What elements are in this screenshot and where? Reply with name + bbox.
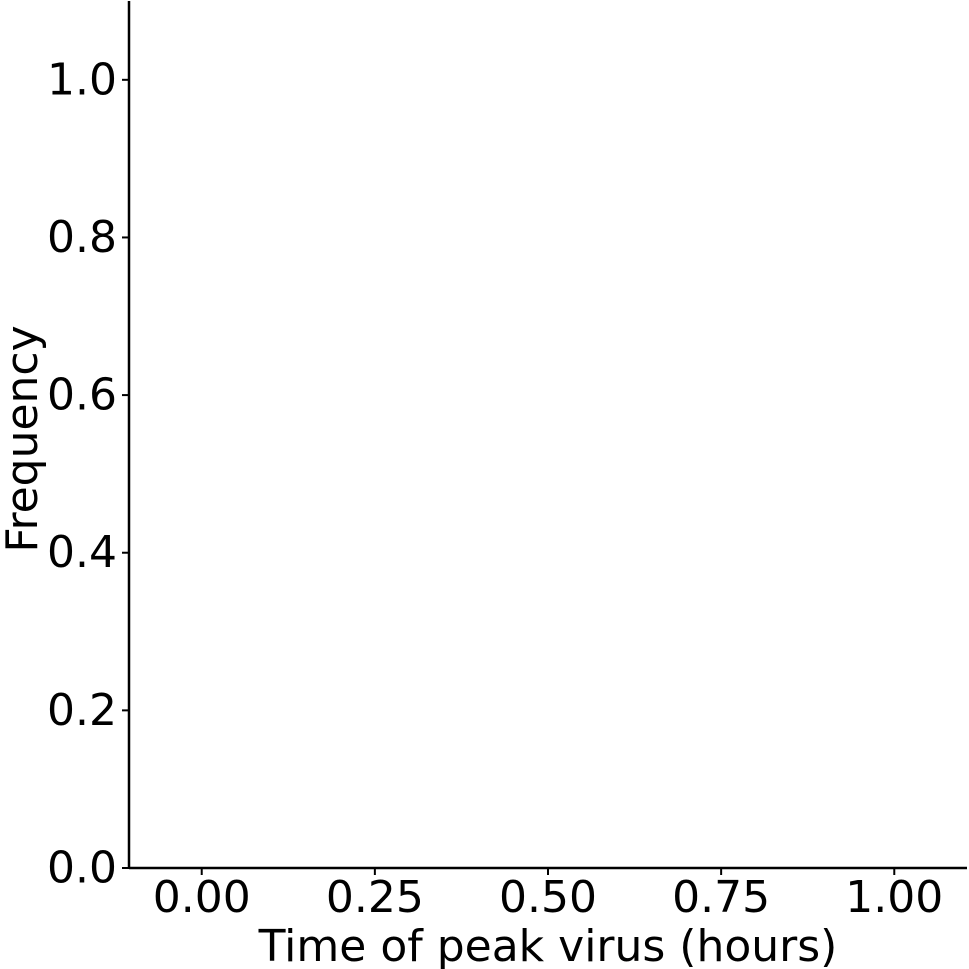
y-tick-label: 0.6 (47, 370, 117, 421)
y-axis-label: Frequency (0, 325, 48, 552)
y-axis-ticks: 0.0 0.2 0.4 0.6 0.8 1.0 (47, 54, 129, 894)
y-tick-label: 0.0 (47, 843, 117, 894)
x-tick-label: 1.00 (845, 872, 943, 923)
x-axis-ticks: 0.00 0.25 0.50 0.75 1.00 (153, 868, 943, 923)
x-tick-label: 0.25 (326, 872, 424, 923)
y-tick-label: 0.4 (47, 527, 117, 578)
x-tick-label: 0.50 (499, 872, 597, 923)
x-tick-label: 0.00 (153, 872, 251, 923)
y-tick-label: 0.2 (47, 685, 117, 736)
x-tick-label: 0.75 (672, 872, 770, 923)
y-tick-label: 0.8 (47, 212, 117, 263)
y-tick-label: 1.0 (47, 54, 117, 105)
x-axis-label: Time of peak virus (hours) (258, 921, 838, 969)
